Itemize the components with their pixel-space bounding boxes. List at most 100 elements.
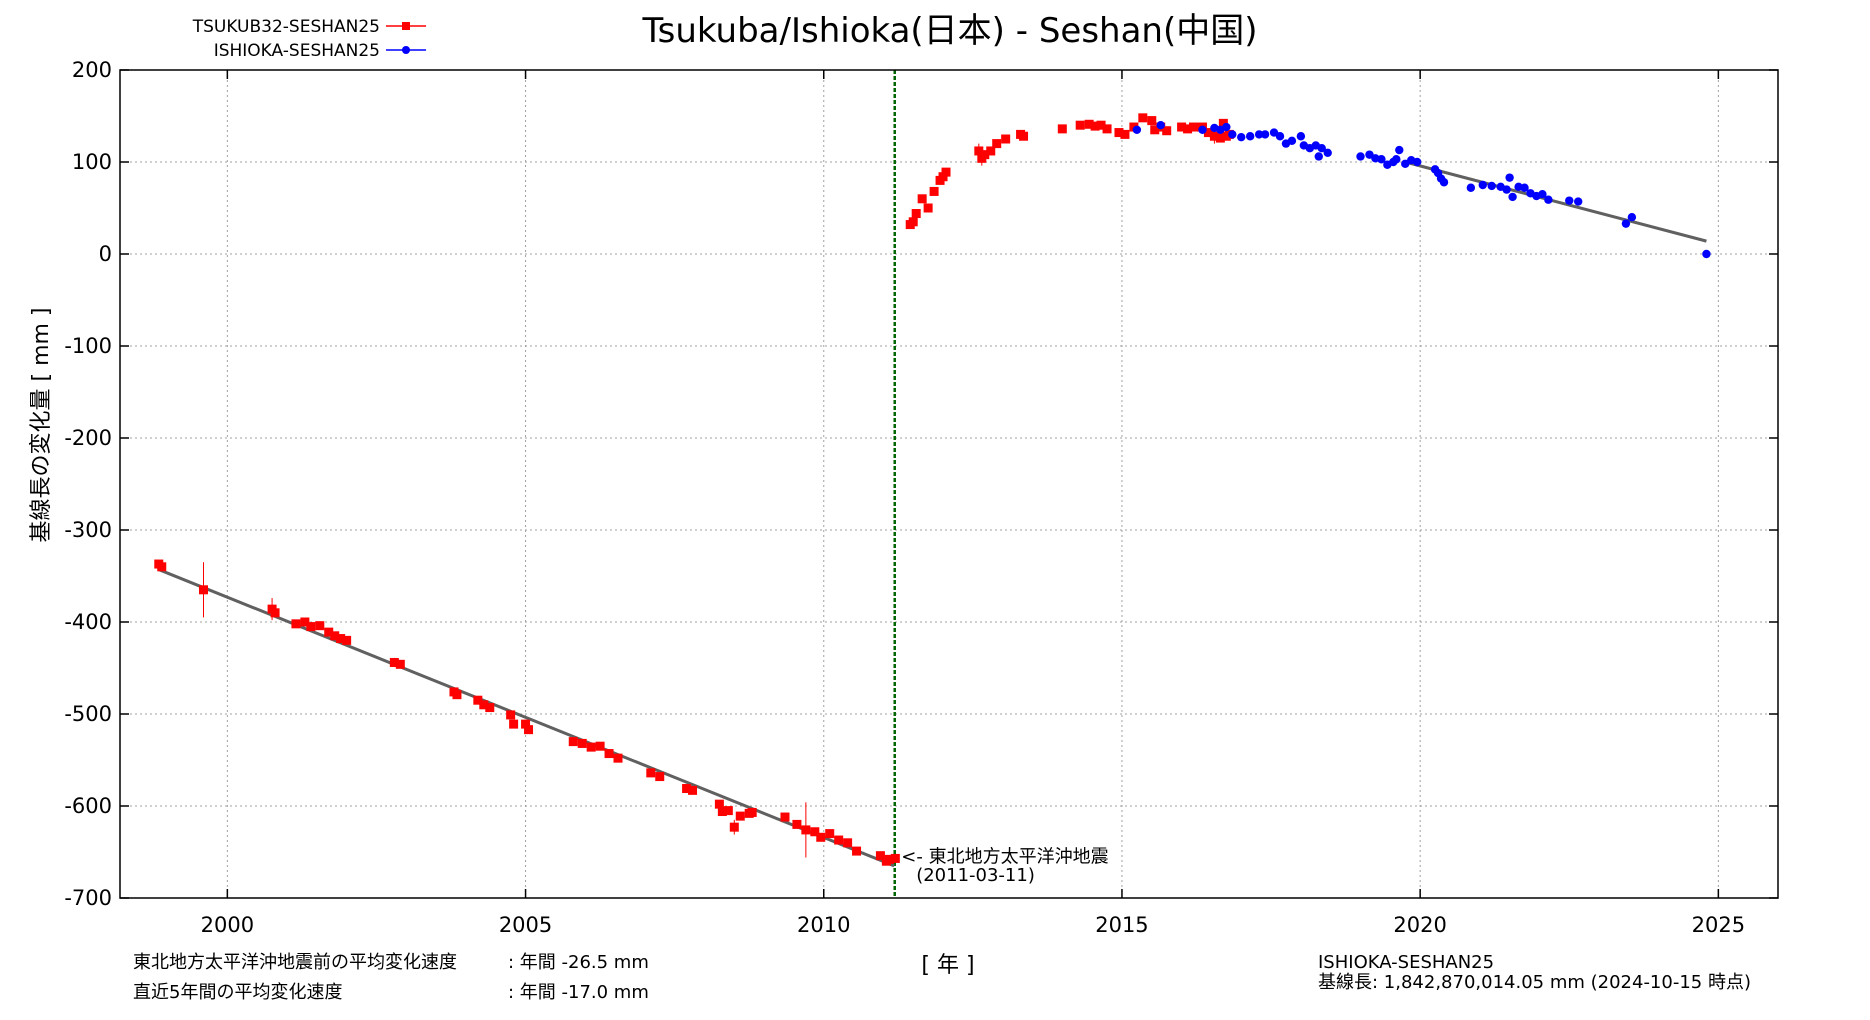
point-0-91 (1215, 133, 1225, 143)
point-0-26 (586, 742, 596, 752)
point-0-77 (1114, 128, 1124, 138)
point-0-44 (810, 827, 820, 837)
annotations: <- 東北地方太平洋沖地震(2011-03-11) (901, 847, 1108, 886)
point-0-50 (875, 851, 885, 861)
x-tick-label-5: 2025 (1692, 913, 1745, 937)
point-0-11 (336, 634, 346, 644)
point-0-30 (646, 768, 656, 778)
recent-rate-label: 直近5年間の平均変化速度 (133, 982, 342, 1003)
point-0-78 (1120, 129, 1130, 139)
annotation-1: (2011-03-11) (916, 865, 1035, 886)
point-0-84 (1162, 126, 1172, 136)
y-tick-label-1: 100 (72, 150, 112, 174)
point-0-90 (1209, 131, 1219, 141)
x-tick-label-1: 2005 (499, 913, 552, 937)
x-tick-label-4: 2020 (1393, 913, 1446, 937)
point-1-53 (1627, 213, 1637, 222)
point-0-47 (834, 835, 844, 845)
point-0-76 (1102, 124, 1112, 134)
point-0-58 (923, 203, 933, 213)
point-0-12 (342, 635, 352, 645)
point-0-87 (1189, 122, 1199, 132)
point-0-75 (1096, 120, 1106, 130)
trend-lines (158, 160, 1707, 868)
point-0-8 (315, 621, 325, 631)
point-0-18 (479, 700, 489, 710)
x-tick-label-3: 2015 (1095, 913, 1148, 937)
point-0-25 (577, 738, 587, 748)
point-0-21 (509, 719, 519, 729)
y-tick-label-3: -100 (64, 334, 112, 358)
y-tick-label-7: -500 (64, 702, 112, 726)
point-1-45 (1520, 183, 1529, 192)
y-tick-label-8: -600 (64, 794, 112, 818)
point-0-56 (911, 209, 921, 219)
point-0-80 (1138, 113, 1148, 123)
point-0-67 (992, 139, 1002, 149)
y-tick-label-0: 200 (72, 58, 112, 82)
point-1-12 (1275, 132, 1285, 141)
point-0-23 (524, 725, 534, 735)
point-1-2 (1198, 125, 1207, 134)
point-0-42 (792, 819, 802, 829)
footer: 東北地方太平洋沖地震前の平均変化速度 : 年間 -26.5 mm 直近5年間の平… (133, 952, 1751, 1003)
point-0-70 (1019, 131, 1029, 141)
point-0-89 (1203, 128, 1213, 138)
point-1-19 (1317, 144, 1326, 153)
legend: TSUKUB32-SESHAN25 ISHIOKA-SESHAN25 (192, 17, 426, 61)
annotation-0: <- 東北地方太平洋沖地震 (901, 847, 1108, 868)
point-0-13 (389, 657, 399, 667)
point-0-20 (506, 710, 516, 720)
data-points (154, 113, 1711, 866)
pre-quake-rate-value: : 年間 -26.5 mm (508, 952, 649, 973)
point-1-50 (1565, 196, 1574, 205)
point-1-10 (1260, 130, 1270, 139)
point-0-33 (688, 785, 698, 795)
point-1-6 (1228, 130, 1237, 139)
point-0-63 (974, 146, 984, 156)
point-0-57 (917, 194, 927, 204)
point-1-15 (1296, 132, 1306, 141)
point-0-14 (395, 659, 405, 669)
point-1-41 (1502, 185, 1511, 194)
point-1-49 (1544, 195, 1553, 204)
point-0-34 (714, 799, 724, 809)
point-0-55 (908, 217, 918, 227)
trend-line-1 (1404, 160, 1707, 243)
legend-label-tsukub32: TSUKUB32-SESHAN25 (192, 17, 380, 37)
point-0-62 (941, 167, 951, 177)
point-1-43 (1508, 192, 1517, 202)
point-0-37 (729, 822, 739, 832)
point-0-7 (306, 622, 316, 632)
point-1-52 (1621, 219, 1631, 228)
point-0-48 (843, 838, 853, 848)
series-0 (154, 113, 1234, 866)
x-tick-label-2: 2010 (797, 913, 850, 937)
point-0-36 (723, 806, 733, 816)
point-1-32 (1412, 157, 1422, 167)
point-0-5 (291, 619, 301, 629)
point-0-38 (735, 811, 745, 821)
y-axis-label: 基線長の変化量 [ mm ] (29, 307, 54, 542)
point-0-66 (986, 146, 996, 156)
point-0-32 (682, 784, 692, 794)
point-0-86 (1183, 124, 1193, 134)
x-axis-label: [ 年 ] (921, 953, 974, 978)
point-0-22 (521, 719, 531, 729)
point-1-48 (1538, 190, 1547, 199)
point-1-5 (1222, 122, 1231, 132)
trend-line-0 (158, 568, 895, 868)
point-1-9 (1254, 130, 1264, 139)
chart-title: Tsukuba/Ishioka(日本) - Seshan(中国) (641, 11, 1257, 51)
point-0-16 (452, 690, 462, 700)
point-1-20 (1314, 152, 1323, 161)
point-0-35 (717, 807, 727, 817)
point-0-31 (655, 772, 665, 782)
point-1-37 (1466, 183, 1476, 192)
point-0-29 (613, 753, 623, 763)
point-0-65 (980, 150, 990, 160)
point-0-72 (1075, 120, 1085, 130)
point-1-22 (1356, 152, 1365, 161)
point-0-27 (595, 741, 605, 751)
